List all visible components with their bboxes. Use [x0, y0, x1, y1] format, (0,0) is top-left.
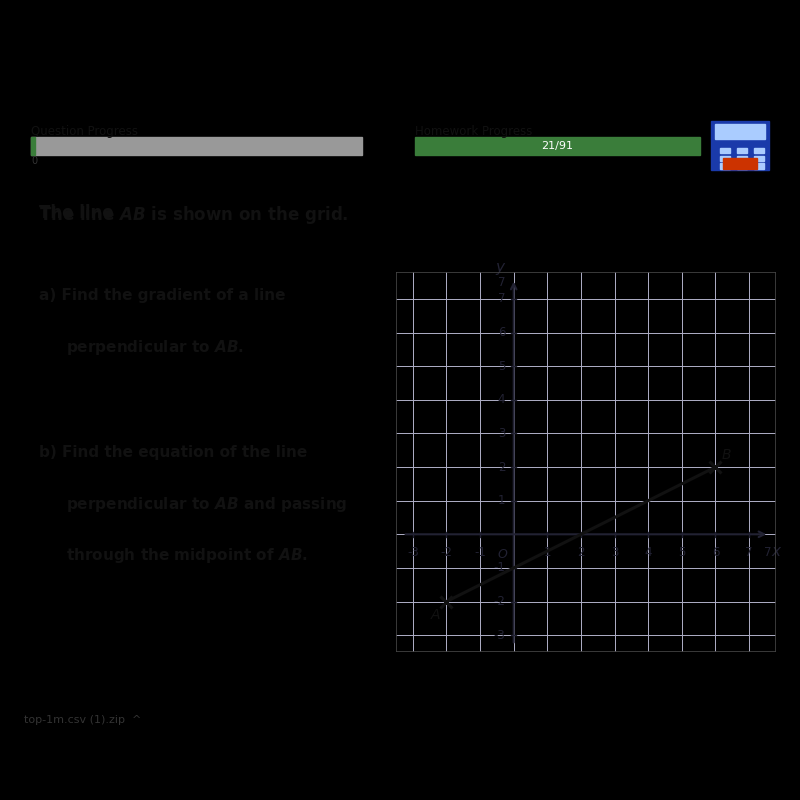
Text: 3: 3	[611, 546, 618, 559]
Text: 4: 4	[498, 394, 506, 406]
Bar	[31, 137, 362, 155]
Text: 21/91: 21/91	[542, 141, 574, 150]
Text: -1: -1	[474, 546, 486, 559]
Bar	[722, 158, 757, 169]
Text: 5: 5	[678, 546, 686, 559]
Text: 5: 5	[498, 360, 506, 373]
Text: The line $\bfit{AB}$ is shown on the grid.: The line $\bfit{AB}$ is shown on the gri…	[39, 204, 349, 226]
Text: -2: -2	[441, 546, 452, 559]
Bar	[715, 124, 765, 139]
Text: perpendicular to $\bfit{AB}$.: perpendicular to $\bfit{AB}$.	[66, 338, 244, 358]
Bar	[737, 148, 747, 154]
Text: -1: -1	[494, 562, 506, 574]
Text: 6: 6	[498, 326, 506, 339]
Text: through the midpoint of $\bfit{AB}$.: through the midpoint of $\bfit{AB}$.	[66, 546, 308, 565]
Text: b) Find the equation of the line: b) Find the equation of the line	[39, 445, 307, 460]
Bar	[415, 137, 699, 155]
Text: top-1m.csv (1).zip  ^: top-1m.csv (1).zip ^	[24, 715, 141, 725]
Bar	[720, 156, 730, 161]
Bar	[754, 163, 764, 169]
Text: -3: -3	[407, 546, 418, 559]
Bar	[711, 121, 769, 170]
Text: 7: 7	[764, 546, 771, 559]
Text: 7: 7	[498, 275, 506, 289]
Text: $A$: $A$	[430, 608, 442, 622]
Text: 3: 3	[498, 427, 506, 440]
Text: Homework Progress: Homework Progress	[415, 125, 533, 138]
Text: 1: 1	[543, 546, 551, 559]
Text: $O$: $O$	[498, 548, 509, 561]
Text: a) Find the gradient of a line: a) Find the gradient of a line	[39, 288, 286, 303]
Text: $y$: $y$	[495, 261, 507, 277]
Bar	[754, 148, 764, 154]
Text: -2: -2	[494, 595, 506, 608]
Text: 7: 7	[498, 293, 506, 306]
Text: 1: 1	[498, 494, 506, 507]
Bar	[754, 156, 764, 161]
Text: 4: 4	[645, 546, 652, 559]
Text: 2: 2	[498, 461, 506, 474]
Text: $x$: $x$	[771, 544, 782, 559]
Text: 7: 7	[746, 546, 753, 559]
Text: $B$: $B$	[721, 448, 731, 462]
Text: 2: 2	[578, 546, 585, 559]
Bar	[720, 148, 730, 154]
Text: Question Progress: Question Progress	[31, 125, 138, 138]
Text: -3: -3	[494, 629, 506, 642]
Text: 0: 0	[31, 156, 38, 166]
Bar	[720, 163, 730, 169]
Text: perpendicular to $\bfit{AB}$ and passing: perpendicular to $\bfit{AB}$ and passing	[66, 495, 347, 514]
Text: 6: 6	[712, 546, 719, 559]
Bar	[737, 156, 747, 161]
Text: The line: The line	[39, 204, 119, 222]
Bar	[31, 137, 35, 155]
Bar	[737, 163, 747, 169]
